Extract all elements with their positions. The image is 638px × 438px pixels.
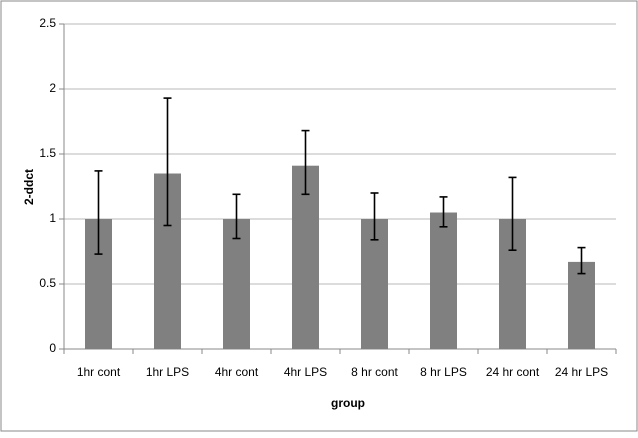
x-tick-label: 24 hr cont — [486, 365, 540, 379]
error-bar — [163, 97, 172, 227]
bar — [361, 219, 388, 349]
error-bar — [508, 176, 517, 251]
x-tick-label: 24 hr LPS — [555, 365, 608, 379]
y-tick-label: 0 — [49, 341, 56, 355]
error-bar — [439, 196, 448, 228]
bar — [568, 261, 595, 349]
x-tick-label: 1hr LPS — [146, 365, 189, 379]
error-bar — [370, 192, 379, 241]
y-tick-label: 0.5 — [39, 276, 56, 290]
x-tick-label: 4hr cont — [215, 365, 259, 379]
x-axis-label: group — [331, 396, 365, 410]
bar — [292, 165, 319, 349]
x-tick-label: 1hr cont — [77, 365, 121, 379]
x-tick-label: 4hr LPS — [284, 365, 327, 379]
y-tick-label: 1 — [49, 211, 56, 225]
error-bar — [577, 246, 586, 275]
y-tick-label: 2.5 — [39, 16, 56, 30]
bar — [223, 219, 250, 349]
x-tick-label: 8 hr LPS — [420, 365, 467, 379]
y-tick-label: 2 — [49, 81, 56, 95]
error-bar — [94, 170, 103, 255]
y-tick-label: 1.5 — [39, 146, 56, 160]
y-axis-label: 2-ddct — [22, 169, 36, 205]
error-bar — [232, 193, 241, 240]
x-tick-label: 8 hr cont — [351, 365, 398, 379]
error-bar — [301, 129, 310, 196]
bar — [430, 212, 457, 349]
